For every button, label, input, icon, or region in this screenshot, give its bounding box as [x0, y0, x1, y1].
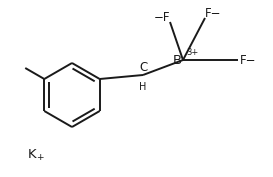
Text: F−: F−: [205, 7, 221, 20]
Text: 3+: 3+: [186, 48, 198, 57]
Text: +: +: [36, 153, 43, 162]
Text: H: H: [139, 82, 147, 92]
Text: B: B: [173, 53, 182, 67]
Text: C: C: [139, 61, 147, 74]
Text: F−: F−: [240, 53, 257, 67]
Text: K: K: [28, 149, 37, 161]
Text: −F: −F: [153, 11, 170, 24]
